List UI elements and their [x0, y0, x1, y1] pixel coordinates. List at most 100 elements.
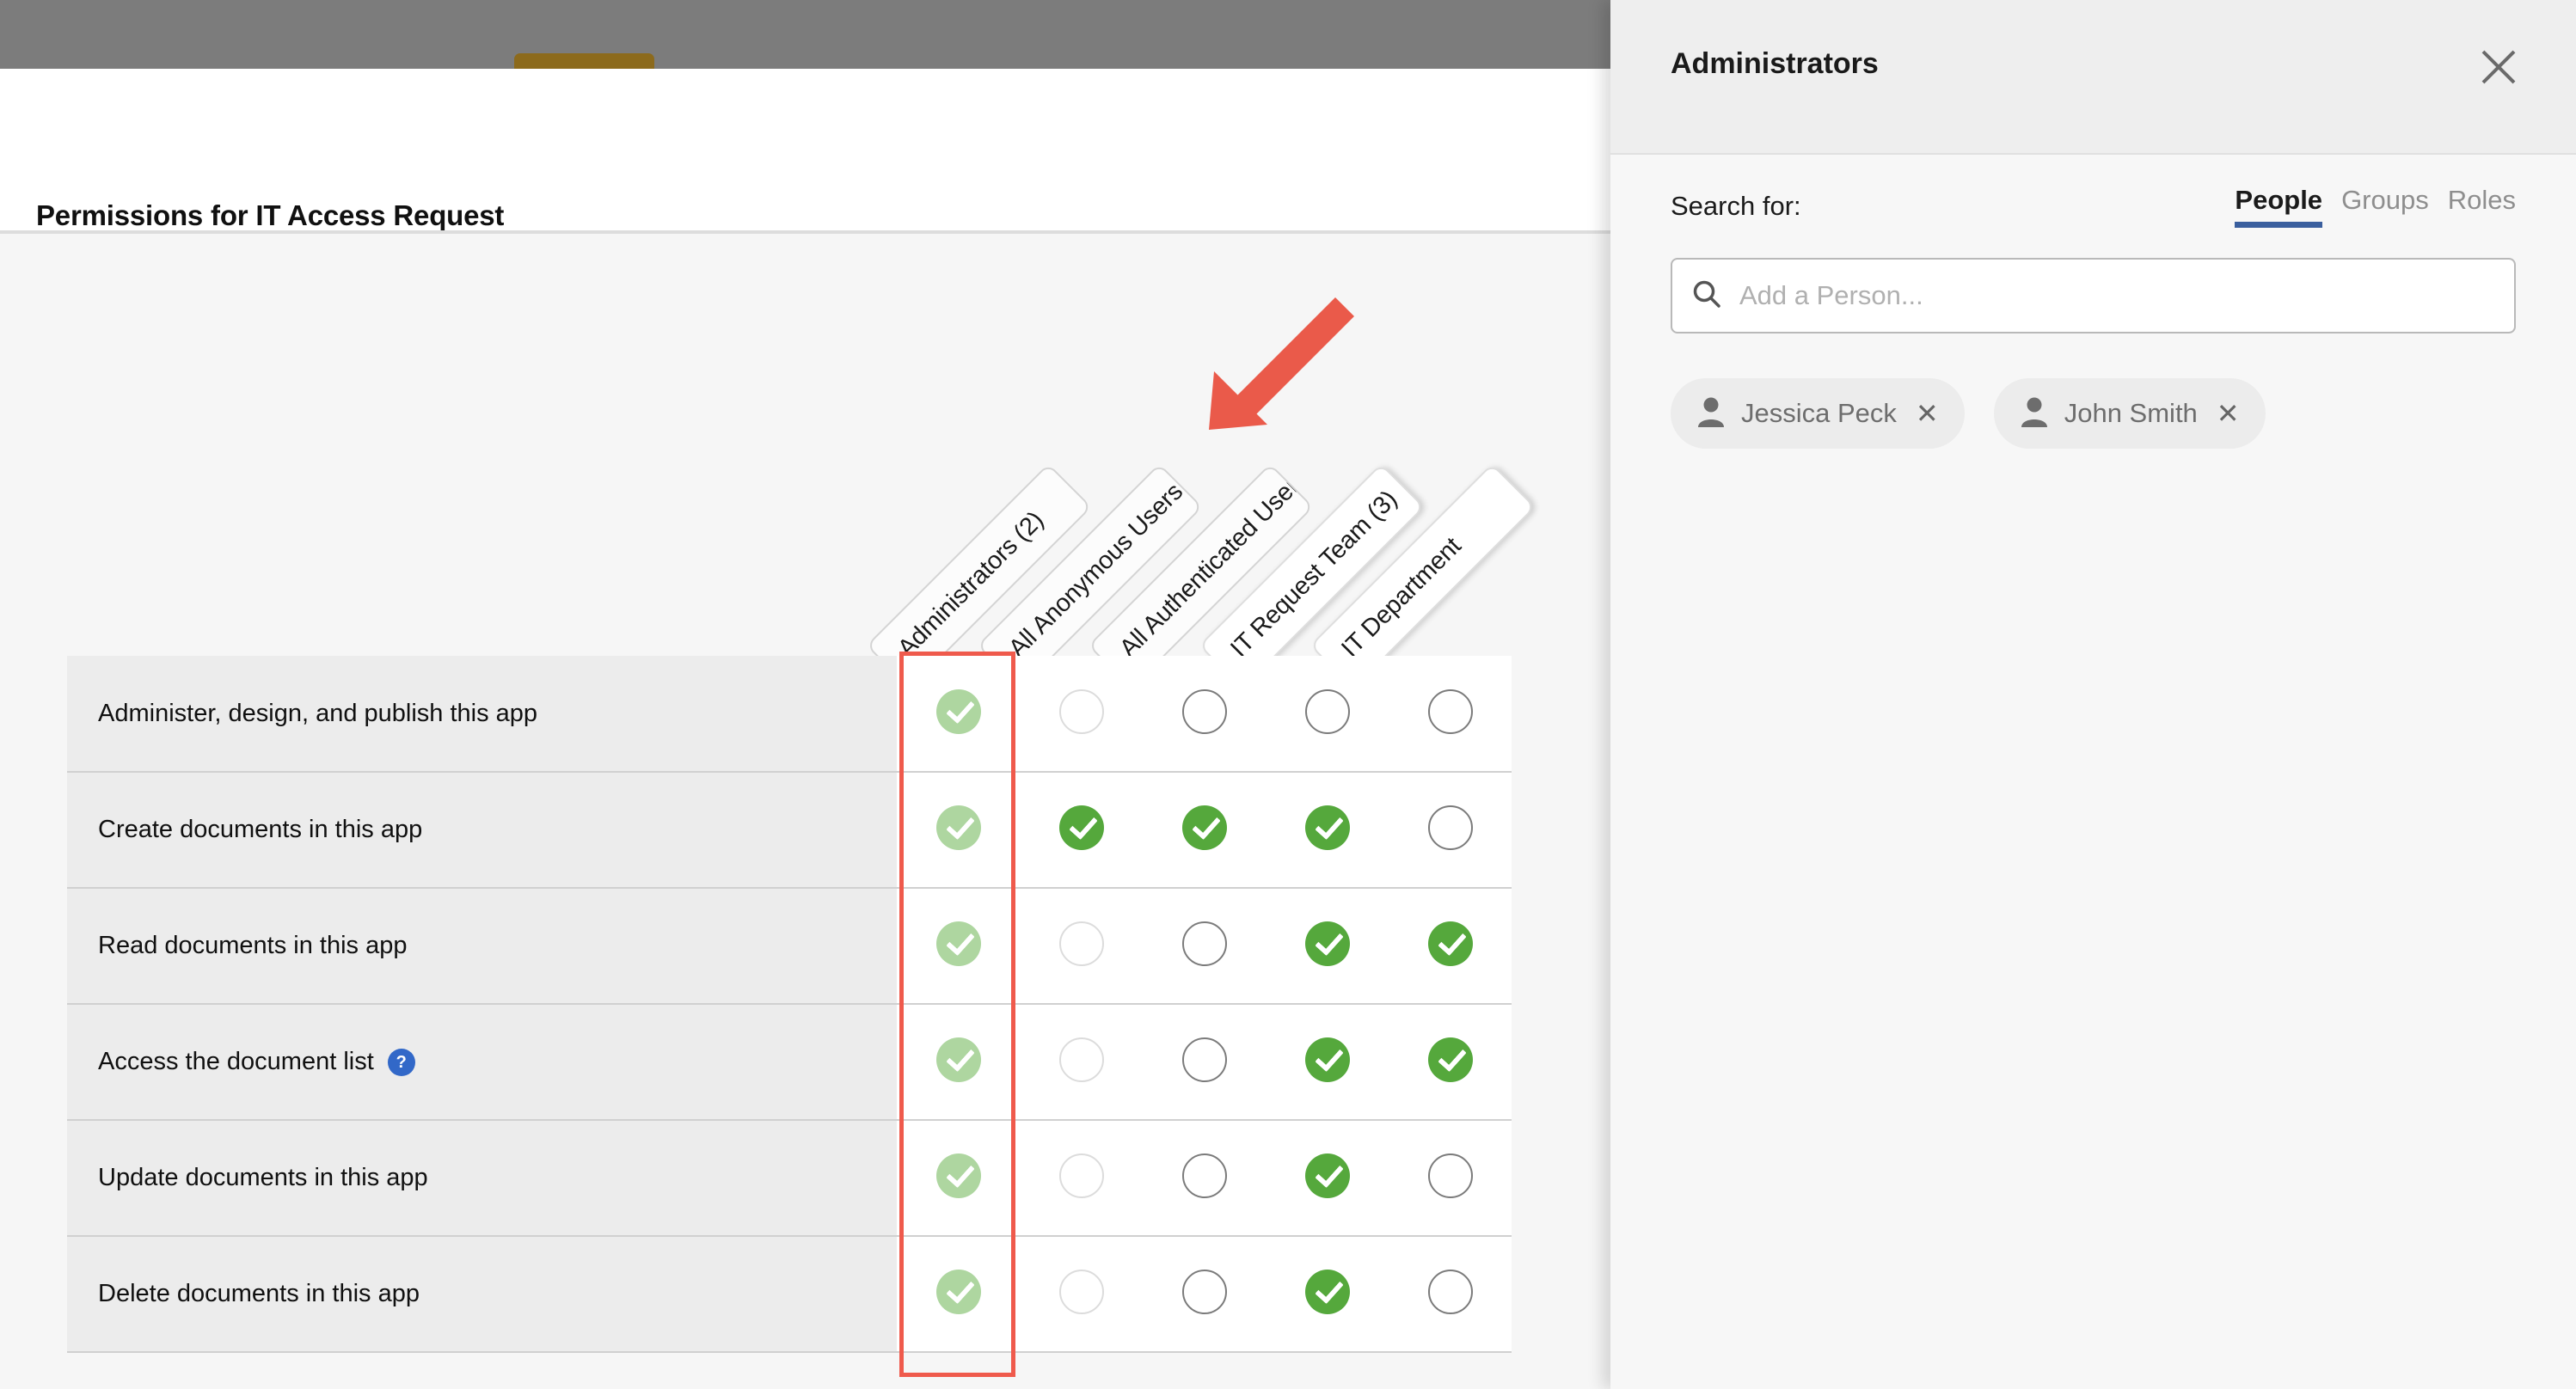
table-row: Read documents in this app	[67, 888, 1512, 1005]
administrators-side-panel: Administrators Search for: People Groups R…	[1610, 0, 2576, 1389]
search-scope-tabs: People Groups Roles	[2235, 185, 2516, 228]
unchecked-circle-icon[interactable]	[1058, 1037, 1104, 1082]
check-icon[interactable]	[1304, 1037, 1350, 1082]
permission-checkbox-cell[interactable]	[1266, 1004, 1389, 1121]
permission-checkbox-cell[interactable]	[1389, 1120, 1512, 1237]
check-icon[interactable]	[935, 1037, 981, 1082]
permission-checkbox-cell[interactable]	[1143, 772, 1266, 889]
permission-checkbox-cell[interactable]	[897, 1004, 1020, 1121]
person-chip[interactable]: John Smith ✕	[1993, 378, 2266, 449]
unchecked-circle-icon[interactable]	[1181, 1270, 1227, 1314]
permission-checkbox-cell[interactable]	[897, 772, 1020, 889]
permission-checkbox-cell[interactable]	[1020, 656, 1143, 773]
check-icon[interactable]	[1058, 805, 1104, 850]
check-icon[interactable]	[935, 921, 981, 966]
search-for-row: Search for: People Groups Roles	[1671, 155, 2516, 258]
check-icon[interactable]	[1304, 921, 1350, 966]
permission-label: Delete documents in this app	[98, 1280, 420, 1307]
permission-label: Access the document list	[98, 1048, 374, 1075]
person-chip-name: Jessica Peck	[1741, 398, 1897, 428]
permission-checkbox-cell[interactable]	[1020, 1120, 1143, 1237]
app-top-bar	[0, 0, 1610, 70]
check-icon[interactable]	[935, 688, 981, 734]
permission-checkbox-cell[interactable]	[1143, 1236, 1266, 1353]
permission-checkbox-cell[interactable]	[1389, 656, 1512, 773]
permission-checkbox-cell[interactable]	[1143, 888, 1266, 1005]
tab-roles[interactable]: Roles	[2447, 185, 2516, 215]
permission-checkbox-cell[interactable]	[897, 1236, 1020, 1353]
table-row: Update documents in this app	[67, 1120, 1512, 1237]
table-row: Delete documents in this app	[67, 1236, 1512, 1353]
permission-checkbox-cell[interactable]	[1020, 1236, 1143, 1353]
check-icon[interactable]	[1304, 1270, 1350, 1314]
search-input[interactable]	[1739, 280, 2495, 311]
person-search-box[interactable]	[1671, 258, 2516, 333]
permission-checkbox-cell[interactable]	[897, 656, 1020, 773]
permission-label-cell: Read documents in this app	[67, 888, 897, 1005]
header-divider	[0, 230, 1610, 234]
side-panel-title: Administrators	[1671, 47, 1879, 80]
person-chip-name: John Smith	[2064, 398, 2198, 428]
tab-people[interactable]: People	[2235, 185, 2322, 228]
check-icon[interactable]	[1304, 805, 1350, 850]
permission-checkbox-cell[interactable]	[1020, 1004, 1143, 1121]
permission-checkbox-cell[interactable]	[1020, 772, 1143, 889]
table-row: Administer, design, and publish this app	[67, 656, 1512, 773]
permission-checkbox-cell[interactable]	[897, 1120, 1020, 1237]
tab-groups[interactable]: Groups	[2341, 185, 2429, 215]
check-icon[interactable]	[1304, 1153, 1350, 1198]
permission-checkbox-cell[interactable]	[1389, 772, 1512, 889]
permission-checkbox-cell[interactable]	[1266, 772, 1389, 889]
person-icon	[1696, 396, 1726, 431]
permission-checkbox-cell[interactable]	[1266, 656, 1389, 773]
unchecked-circle-icon[interactable]	[1427, 805, 1473, 850]
permission-checkbox-cell[interactable]	[1266, 1120, 1389, 1237]
permission-label-cell: Create documents in this app	[67, 772, 897, 889]
help-icon[interactable]: ?	[387, 1048, 415, 1076]
permission-label: Administer, design, and publish this app	[98, 699, 538, 727]
permission-checkbox-cell[interactable]	[897, 888, 1020, 1005]
check-icon[interactable]	[935, 805, 981, 850]
permission-label-cell: Administer, design, and publish this app	[67, 656, 897, 773]
check-icon[interactable]	[935, 1153, 981, 1198]
permissions-column-headers: Administrators (2) All Anonymous Users All…	[0, 284, 1610, 689]
permission-checkbox-cell[interactable]	[1389, 1236, 1512, 1353]
permission-label-cell: Access the document list?	[67, 1004, 897, 1121]
permission-checkbox-cell[interactable]	[1143, 1120, 1266, 1237]
permission-checkbox-cell[interactable]	[1020, 888, 1143, 1005]
unchecked-circle-icon[interactable]	[1427, 688, 1473, 734]
remove-person-icon[interactable]: ✕	[1915, 398, 1939, 429]
permission-checkbox-cell[interactable]	[1266, 1236, 1389, 1353]
permission-label-cell: Delete documents in this app	[67, 1236, 897, 1353]
permission-checkbox-cell[interactable]	[1389, 888, 1512, 1005]
unchecked-circle-icon[interactable]	[1058, 688, 1104, 734]
unchecked-circle-icon[interactable]	[1181, 688, 1227, 734]
check-icon[interactable]	[1427, 1037, 1473, 1082]
page-header: Permissions for IT Access Request	[0, 69, 1610, 232]
permission-label: Update documents in this app	[98, 1164, 428, 1191]
person-chip[interactable]: Jessica Peck ✕	[1671, 378, 1965, 449]
check-icon[interactable]	[1427, 921, 1473, 966]
permission-checkbox-cell[interactable]	[1266, 888, 1389, 1005]
unchecked-circle-icon[interactable]	[1181, 921, 1227, 966]
remove-person-icon[interactable]: ✕	[2216, 398, 2240, 429]
permission-checkbox-cell[interactable]	[1143, 1004, 1266, 1121]
check-icon[interactable]	[1181, 805, 1227, 850]
permission-checkbox-cell[interactable]	[1389, 1004, 1512, 1121]
permission-label: Read documents in this app	[98, 932, 408, 959]
permissions-table: Administer, design, and publish this app…	[67, 656, 1512, 1353]
close-icon[interactable]	[2475, 43, 2523, 91]
unchecked-circle-icon[interactable]	[1058, 1153, 1104, 1198]
unchecked-circle-icon[interactable]	[1058, 921, 1104, 966]
search-icon	[1691, 278, 1722, 314]
unchecked-circle-icon[interactable]	[1427, 1270, 1473, 1314]
unchecked-circle-icon[interactable]	[1304, 688, 1350, 734]
unchecked-circle-icon[interactable]	[1058, 1270, 1104, 1314]
unchecked-circle-icon[interactable]	[1427, 1153, 1473, 1198]
app-active-tab-indicator[interactable]	[514, 53, 654, 70]
unchecked-circle-icon[interactable]	[1181, 1037, 1227, 1082]
permission-checkbox-cell[interactable]	[1143, 656, 1266, 773]
unchecked-circle-icon[interactable]	[1181, 1153, 1227, 1198]
check-icon[interactable]	[935, 1270, 981, 1314]
